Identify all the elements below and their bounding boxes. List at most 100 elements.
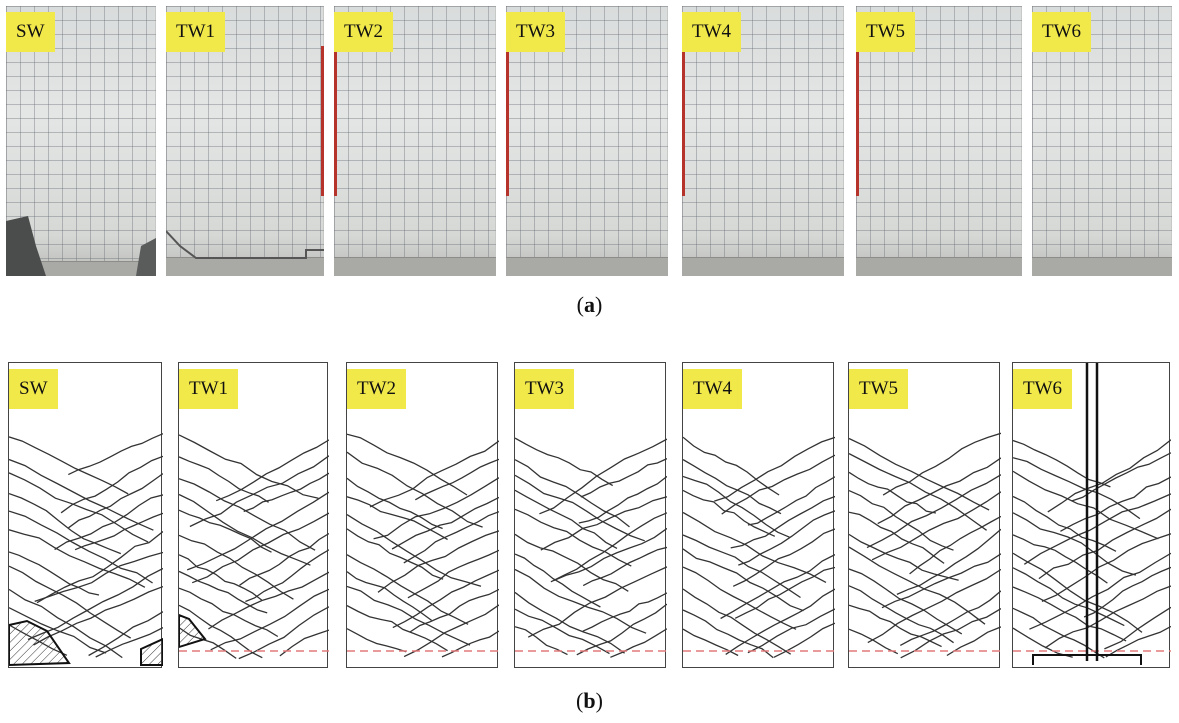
crack-line	[347, 477, 443, 530]
crack-line	[683, 459, 782, 515]
crack-line	[580, 458, 667, 498]
crack-line	[553, 527, 667, 582]
crack-line	[849, 568, 963, 635]
crack-line	[576, 603, 667, 656]
vertical-joint	[1032, 363, 1142, 665]
crack-line	[60, 455, 163, 514]
crack-line	[900, 608, 1001, 659]
specimen-label-tw1: TW1	[166, 12, 226, 52]
crack-line	[515, 489, 618, 549]
crack-line	[849, 490, 954, 551]
crack-line	[849, 628, 899, 655]
specimen-label-tw1: TW1	[179, 369, 239, 409]
crack-line	[407, 549, 499, 599]
crack-line	[946, 626, 1001, 657]
crack-line	[88, 611, 163, 657]
crack-line	[347, 433, 468, 496]
crack-line	[899, 590, 1001, 646]
crack-line	[33, 585, 163, 646]
specimen-label-tw6: TW6	[1032, 12, 1092, 52]
crack-line	[515, 437, 614, 487]
crack-line	[747, 476, 835, 526]
specimen-label-tw4: TW4	[683, 369, 743, 409]
crack-line	[515, 553, 601, 608]
crack-line	[189, 455, 329, 528]
photo-tw4: TW4	[682, 6, 844, 276]
crack-line	[179, 604, 263, 659]
crack-line	[403, 604, 499, 658]
crack-line	[1060, 476, 1171, 532]
photo-tw1: TW1	[166, 6, 324, 276]
crack-line	[714, 436, 835, 502]
crack-line	[377, 530, 499, 593]
crack-line	[74, 512, 163, 551]
crack-line	[347, 628, 407, 653]
crack-line	[1013, 512, 1137, 576]
crack-line	[34, 551, 163, 603]
crack-line	[238, 606, 329, 660]
crack-line	[347, 571, 432, 621]
crack-line	[515, 626, 568, 656]
photo-sw: SW	[6, 6, 156, 276]
crack-line	[527, 566, 667, 638]
crack-line	[1013, 457, 1141, 520]
specimen-label-tw5: TW5	[856, 12, 916, 52]
crack-line	[191, 512, 329, 584]
crack-line	[409, 588, 499, 633]
crack-line	[881, 553, 1001, 609]
crack-line	[347, 514, 482, 587]
crack-line	[1013, 586, 1127, 642]
crack-line	[9, 436, 129, 495]
specimen-label-sw: SW	[9, 369, 58, 409]
specimen-label-tw4: TW4	[682, 12, 742, 52]
crack-line	[68, 473, 163, 529]
crack-pattern	[515, 437, 667, 658]
crack-line	[347, 451, 483, 528]
crack-line	[1013, 607, 1105, 659]
crack-line	[1013, 439, 1111, 488]
crack-pattern	[179, 434, 329, 660]
crack-line	[849, 546, 986, 625]
crack-line	[539, 438, 667, 515]
crack-line	[179, 570, 268, 614]
crack-line	[36, 530, 163, 604]
crack-line	[683, 588, 792, 655]
crack-line	[215, 439, 329, 502]
crushed-zone-hatch	[179, 613, 207, 649]
crack-line	[9, 607, 107, 654]
crack-line	[515, 508, 632, 567]
crack-line	[896, 528, 1001, 595]
crack-line	[582, 546, 667, 587]
crack-line	[721, 454, 835, 515]
crack-line	[849, 453, 987, 531]
crack-line	[683, 548, 804, 612]
drawing-row: SW TW1 TW2 TW3 TW4 TW5 TW6	[0, 362, 1179, 672]
crack-line	[515, 474, 645, 542]
crushed-zone-hatch	[9, 619, 163, 667]
drawing-tw5: TW5	[848, 362, 1001, 668]
crack-line	[515, 459, 630, 528]
crack-line	[515, 591, 625, 654]
specimen-label-tw2: TW2	[334, 12, 394, 52]
crack-line	[347, 496, 448, 541]
crack-line	[610, 628, 667, 658]
crack-line	[1013, 552, 1143, 633]
crack-line	[849, 511, 945, 564]
crack-line	[1047, 439, 1171, 513]
crack-line	[1083, 566, 1171, 618]
crack-line	[391, 496, 499, 550]
crack-line	[515, 533, 629, 592]
drawing-tw3: TW3	[514, 362, 667, 668]
crack-line	[27, 567, 163, 641]
crack-line	[720, 554, 835, 620]
crack-line	[871, 491, 1001, 561]
specimen-label-sw: SW	[6, 12, 55, 52]
caption-a: (a)	[576, 292, 603, 317]
specimen-label-tw2: TW2	[347, 369, 407, 409]
drawing-tw2: TW2	[346, 362, 499, 668]
crack-line	[9, 551, 100, 596]
crack-line	[578, 475, 667, 524]
crack-line	[9, 458, 154, 531]
crack-line	[369, 440, 499, 508]
photo-tw3: TW3	[506, 6, 668, 276]
